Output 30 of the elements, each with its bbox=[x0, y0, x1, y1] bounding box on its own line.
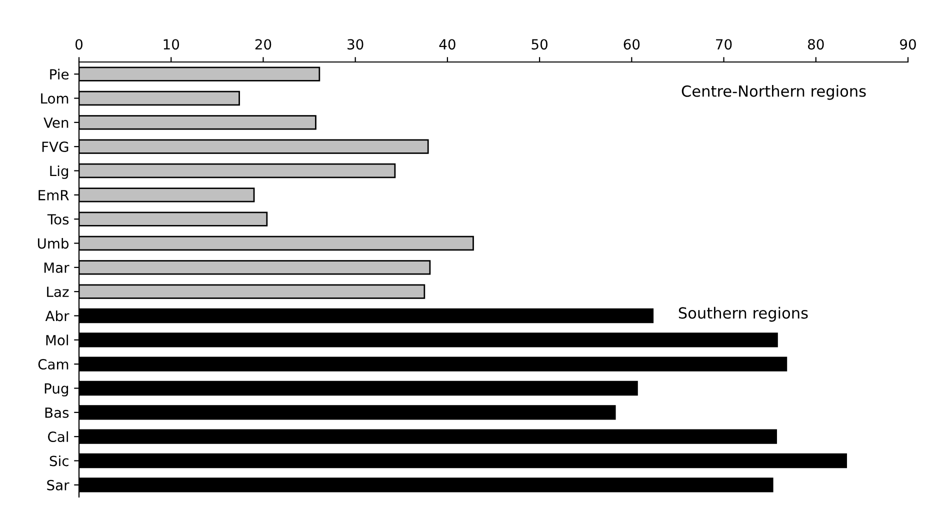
y-tick-label: Tos bbox=[47, 214, 69, 225]
x-tick-label: 80 bbox=[808, 39, 824, 50]
y-tick-label: Cal bbox=[48, 431, 68, 442]
y-tick-label: Abr bbox=[45, 310, 70, 322]
y-tick-label: Pie bbox=[50, 68, 69, 80]
x-tick-label: 50 bbox=[532, 39, 548, 50]
y-tick-label: Cam bbox=[38, 359, 68, 370]
y-tick-label: Bas bbox=[45, 408, 69, 418]
x-tick-label: 40 bbox=[439, 39, 456, 50]
y-tick-label: Sar bbox=[47, 480, 70, 490]
x-tick-label: 60 bbox=[624, 39, 640, 50]
y-tick-label: Sic bbox=[50, 455, 68, 466]
y-tick-label: Mol bbox=[46, 334, 68, 346]
y-tick-label: FVG bbox=[42, 142, 68, 152]
y-tick-label: Laz bbox=[47, 286, 69, 298]
annotation: Southern regions bbox=[678, 306, 808, 322]
y-tick-label: Pug bbox=[44, 383, 68, 396]
y-tick-label: Lig bbox=[50, 165, 68, 179]
y-tick-label: Umb bbox=[38, 238, 69, 249]
annotation: Centre-Northern regions bbox=[682, 85, 866, 100]
y-tick-label: Lom bbox=[41, 93, 68, 104]
x-tick-label: 10 bbox=[164, 39, 180, 50]
x-tick-label: 0 bbox=[75, 39, 82, 50]
y-tick-label: EmR bbox=[38, 190, 69, 200]
x-tick-label: 20 bbox=[255, 39, 272, 50]
y-tick-label: Ven bbox=[44, 118, 68, 128]
x-tick-label: 90 bbox=[900, 39, 916, 50]
x-tick-label: 70 bbox=[716, 39, 732, 50]
x-tick-label: 30 bbox=[348, 39, 364, 50]
y-tick-label: Mar bbox=[44, 262, 70, 273]
